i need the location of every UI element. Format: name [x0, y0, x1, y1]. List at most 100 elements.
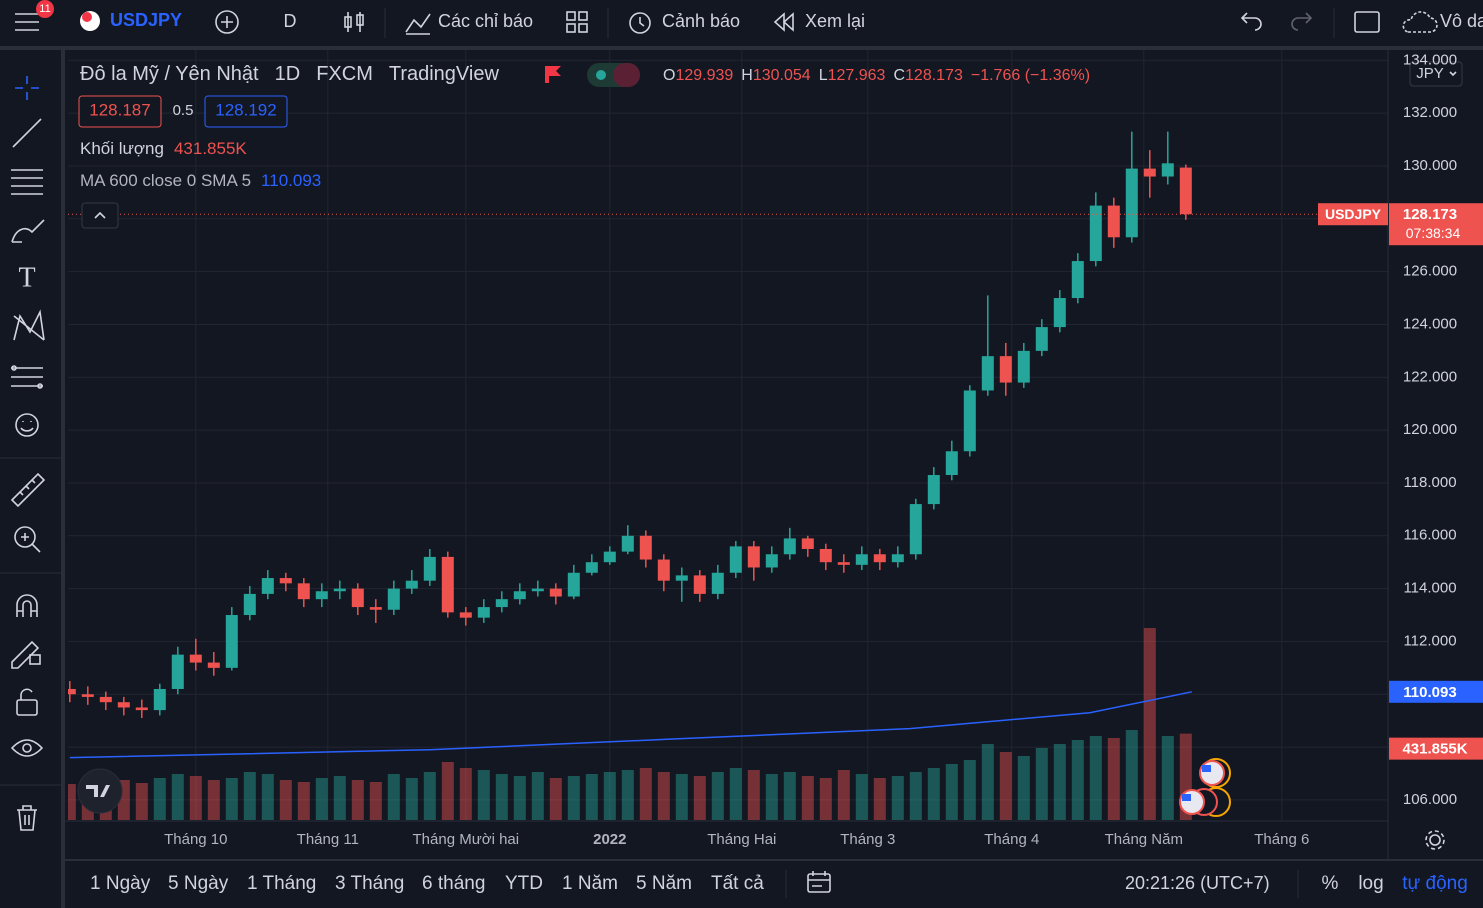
- x-tick-label: Tháng Mười hai: [413, 831, 520, 848]
- candle-body: [783, 538, 796, 555]
- event-marker[interactable]: [1179, 789, 1205, 815]
- redo-button[interactable]: [1291, 12, 1313, 31]
- event-marker[interactable]: [1199, 760, 1225, 786]
- range-button[interactable]: 5 Ngày: [168, 873, 229, 894]
- volume-bar: [189, 776, 202, 820]
- alert-icon[interactable]: [629, 12, 651, 34]
- brush-tool[interactable]: [11, 219, 45, 243]
- ma-tag-label: 110.093: [1403, 684, 1456, 701]
- indicators-icon[interactable]: [405, 13, 431, 35]
- range-button[interactable]: 1 Tháng: [247, 873, 316, 894]
- layouts-button[interactable]: [566, 11, 588, 33]
- candle-body: [477, 607, 490, 618]
- undo-button[interactable]: [1240, 12, 1262, 31]
- clock[interactable]: 20:21:26 (UTC+7): [1125, 873, 1270, 893]
- price-axis: JPY: [1387, 50, 1463, 860]
- pattern-tool[interactable]: [13, 309, 45, 341]
- crosshair-tool[interactable]: [15, 76, 39, 100]
- collapse-button[interactable]: [81, 202, 119, 229]
- collapse-icon[interactable]: [94, 211, 106, 219]
- indicators[interactable]: Các chỉ báo: [438, 11, 533, 31]
- candle-body: [963, 390, 976, 452]
- ask-box[interactable]: [204, 95, 288, 128]
- range-button[interactable]: Tất cả: [711, 873, 764, 894]
- candle-body: [297, 583, 310, 600]
- volume-bar: [585, 774, 598, 820]
- volume-bar: [963, 760, 976, 820]
- text-tool[interactable]: T: [18, 262, 35, 293]
- volume-bar: [693, 776, 706, 820]
- volume-bar: [135, 783, 148, 820]
- magnet-tool[interactable]: [16, 594, 38, 617]
- chart-type-button[interactable]: [344, 12, 364, 32]
- ohlc-label: C: [893, 67, 905, 84]
- candle-body: [117, 702, 130, 708]
- tv-logo[interactable]: [77, 768, 123, 814]
- volume-bar: [639, 768, 652, 820]
- range-button[interactable]: YTD: [505, 873, 543, 894]
- candle-body: [603, 551, 616, 563]
- fullscreen-button[interactable]: [1354, 11, 1380, 33]
- candle-body: [801, 538, 814, 549]
- compare-button[interactable]: [215, 10, 239, 34]
- currency[interactable]: JPY: [1416, 65, 1444, 82]
- lock-tool[interactable]: [16, 688, 38, 716]
- badge-count: 11: [39, 3, 50, 15]
- percent-toggle[interactable]: %: [1322, 873, 1339, 894]
- settings-button[interactable]: [1425, 830, 1445, 850]
- fib-tool[interactable]: [11, 169, 43, 195]
- icons-tool[interactable]: [15, 413, 39, 437]
- auto-toggle[interactable]: tự động: [1402, 873, 1468, 894]
- candle-body: [1125, 168, 1138, 238]
- range-button[interactable]: 5 Năm: [636, 873, 692, 894]
- candle-body: [819, 548, 832, 563]
- volume-bar: [369, 782, 382, 820]
- market-open-dot: [596, 70, 606, 80]
- candle-body: [711, 572, 724, 594]
- volume-tag: [1389, 737, 1483, 760]
- volume-bar: [603, 772, 616, 820]
- ohlc-label: O: [663, 67, 675, 84]
- prediction-tool[interactable]: [11, 365, 43, 389]
- goto-date-button[interactable]: [807, 871, 831, 893]
- interval[interactable]: D: [284, 11, 297, 31]
- currency-button[interactable]: [1409, 61, 1463, 87]
- bid-box[interactable]: [78, 95, 162, 128]
- volume-bar: [837, 770, 850, 820]
- y-tick-label: 122.000: [1403, 368, 1457, 385]
- x-tick-label: Tháng 11: [297, 831, 359, 848]
- candle-body: [747, 546, 760, 568]
- candle-body: [1053, 298, 1066, 328]
- layout-name[interactable]: Vô da: [1440, 11, 1483, 31]
- visibility-tool[interactable]: [10, 739, 44, 757]
- candle-body: [81, 694, 94, 697]
- delete-tool[interactable]: [17, 805, 37, 831]
- replay-icon[interactable]: [773, 12, 794, 32]
- bid[interactable]: 128.187: [89, 100, 150, 119]
- range-button[interactable]: 1 Ngày: [90, 873, 151, 894]
- volume-bar: [909, 772, 922, 820]
- ma-line: [69, 691, 1192, 759]
- volume-bar: [819, 778, 832, 820]
- chart-overlay: Đô la Mỹ / Yên Nhật 1D FXCM TradingView O12…: [77, 63, 1231, 817]
- trendline-tool[interactable]: [12, 118, 42, 148]
- volume-bar: [945, 764, 958, 820]
- log-toggle[interactable]: log: [1358, 873, 1383, 894]
- candle-body: [927, 475, 940, 505]
- zoom-tool[interactable]: [14, 526, 41, 553]
- range-button[interactable]: 1 Năm: [562, 873, 618, 894]
- lock-drawing-tool[interactable]: [11, 640, 41, 669]
- replay[interactable]: Xem lại: [805, 11, 865, 31]
- menu-button[interactable]: [15, 13, 39, 31]
- volume-legend: Khối lượng 431.855K: [80, 139, 247, 158]
- symbol[interactable]: USDJPY: [110, 10, 182, 30]
- alerts[interactable]: Cảnh báo: [662, 11, 740, 31]
- countdown: 07:38:34: [1406, 225, 1461, 241]
- ask[interactable]: 128.192: [215, 100, 276, 119]
- volume-bar: [297, 782, 310, 820]
- measure-tool[interactable]: [10, 472, 46, 508]
- volume-name: Khối lượng: [80, 139, 164, 158]
- cloud-icon[interactable]: [1402, 11, 1438, 33]
- range-button[interactable]: 6 tháng: [422, 873, 485, 894]
- range-button[interactable]: 3 Tháng: [335, 873, 404, 894]
